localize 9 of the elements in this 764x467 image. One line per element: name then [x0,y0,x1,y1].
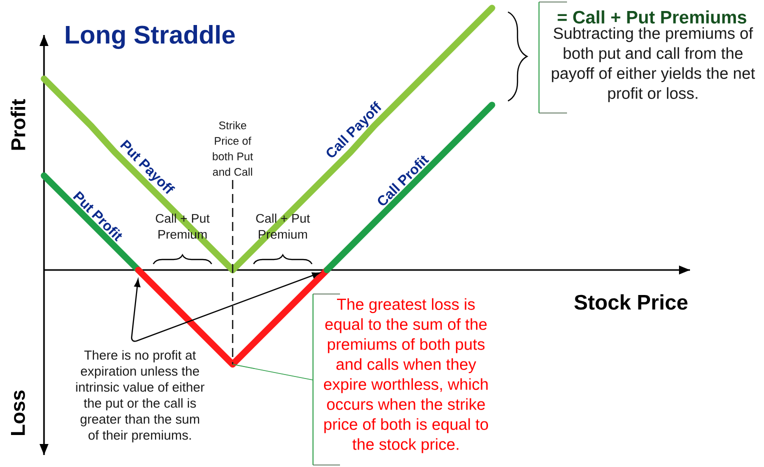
text: Long Straddle [66,25,235,49]
text: Subtracting the premiums of both put and call from the payoff of either yields the net profit or loss. [552,27,755,102]
y-axis-title: Profit [10,99,26,150]
annotation: There is no profit at expiration unless the intrinsic value of either the put or the call is greater than the sum of their premiums. [76,350,204,442]
x-axis-title: Stock Price [574,294,688,310]
annotation: Strike Price of both Put and Call [212,121,254,176]
text: Loss [11,390,25,436]
text: = Call + Put Premiums [558,10,746,24]
annotation: The greatest loss is equal to the sum of the premiums of both puts and calls when they expire worthless, which occurs when the strike price of both is equal to the stock price. [324,298,488,454]
